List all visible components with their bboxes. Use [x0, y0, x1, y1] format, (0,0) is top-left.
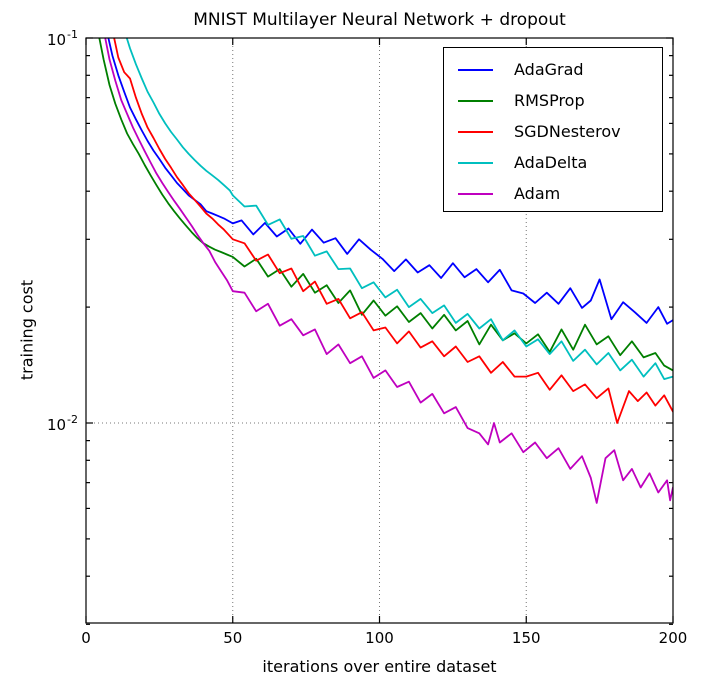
x-tick-label-150: 150 [511, 629, 541, 647]
adadelta-line [125, 38, 673, 380]
y-axis-label: training cost [17, 279, 37, 381]
y-tick-exponent: -2 [67, 413, 78, 426]
series-lines [98, 38, 673, 504]
chart-title: MNIST Multilayer Neural Network + dropou… [193, 10, 566, 30]
legend-entry-adam: Adam [444, 178, 662, 209]
x-axis-label: iterations over entire dataset [262, 657, 497, 676]
y-tick-exponent: -1 [67, 28, 78, 41]
legend-line-sample [458, 161, 493, 164]
legend-label: SGDNesterov [514, 122, 621, 141]
adam-line [104, 38, 673, 504]
x-tick-label-0: 0 [81, 629, 91, 647]
legend-entry-adagrad: AdaGrad [444, 54, 662, 85]
sgdnesterov-line [113, 38, 673, 424]
y-tick-label-1e-2: 10-2 [24, 411, 78, 435]
legend-entry-rmsprop: RMSProp [444, 85, 662, 116]
legend-line-sample [458, 68, 493, 71]
y-tick-base: 10 [46, 416, 67, 434]
y-tick-base: 10 [46, 31, 67, 49]
legend-label: RMSProp [514, 91, 585, 110]
y-tick-label-1e-1: 10-1 [24, 26, 78, 50]
legend: AdaGrad RMSProp SGDNesterov AdaDelta Adam [443, 47, 663, 212]
legend-line-sample [458, 192, 493, 195]
gridlines [86, 38, 673, 623]
legend-entry-sgdnesterov: SGDNesterov [444, 116, 662, 147]
x-tick-label-50: 50 [223, 629, 243, 647]
tick-marks [85, 37, 674, 625]
x-tick-label-200: 200 [658, 629, 688, 647]
legend-entry-adadelta: AdaDelta [444, 147, 662, 178]
legend-line-sample [458, 130, 493, 133]
legend-label: AdaGrad [514, 60, 584, 79]
legend-label: Adam [514, 184, 561, 203]
x-tick-label-100: 100 [365, 629, 394, 647]
legend-label: AdaDelta [514, 153, 588, 172]
rmsprop-line [98, 38, 673, 372]
adagrad-line [107, 38, 673, 325]
legend-line-sample [458, 99, 493, 102]
